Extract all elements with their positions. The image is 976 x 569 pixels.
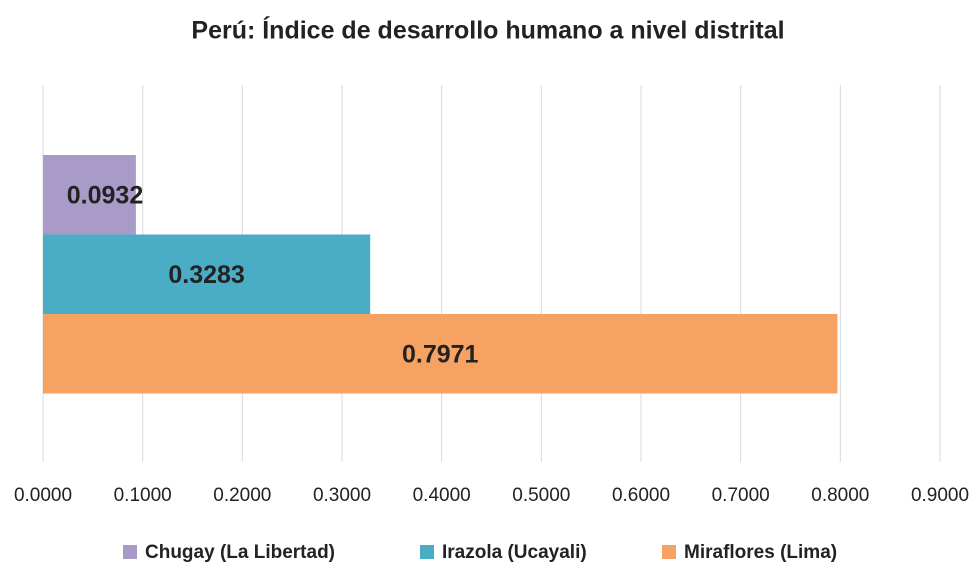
data-label: 0.7971 <box>402 340 479 368</box>
legend-label: Chugay (La Libertad) <box>145 542 335 563</box>
legend-label: Irazola (Ucayali) <box>442 542 587 563</box>
bar <box>43 155 136 235</box>
x-tick-label: 0.8000 <box>811 485 869 506</box>
legend-swatch <box>420 545 434 559</box>
x-tick-label: 0.0000 <box>14 485 72 506</box>
data-label: 0.3283 <box>168 261 244 289</box>
x-tick-label: 0.7000 <box>712 485 770 506</box>
x-tick-label: 0.9000 <box>911 485 969 506</box>
x-tick-label: 0.5000 <box>512 485 570 506</box>
x-tick-label: 0.6000 <box>612 485 670 506</box>
x-tick-label: 0.1000 <box>114 485 172 506</box>
x-tick-label: 0.3000 <box>313 485 371 506</box>
legend-swatch <box>662 545 676 559</box>
x-tick-label: 0.4000 <box>413 485 471 506</box>
x-tick-label: 0.2000 <box>213 485 271 506</box>
legend-label: Miraflores (Lima) <box>684 542 837 563</box>
chart-title: Perú: Índice de desarrollo humano a nive… <box>191 16 784 45</box>
bar <box>43 234 371 314</box>
data-label: 0.0932 <box>67 181 143 209</box>
legend-swatch <box>123 545 137 559</box>
bar <box>43 314 838 394</box>
